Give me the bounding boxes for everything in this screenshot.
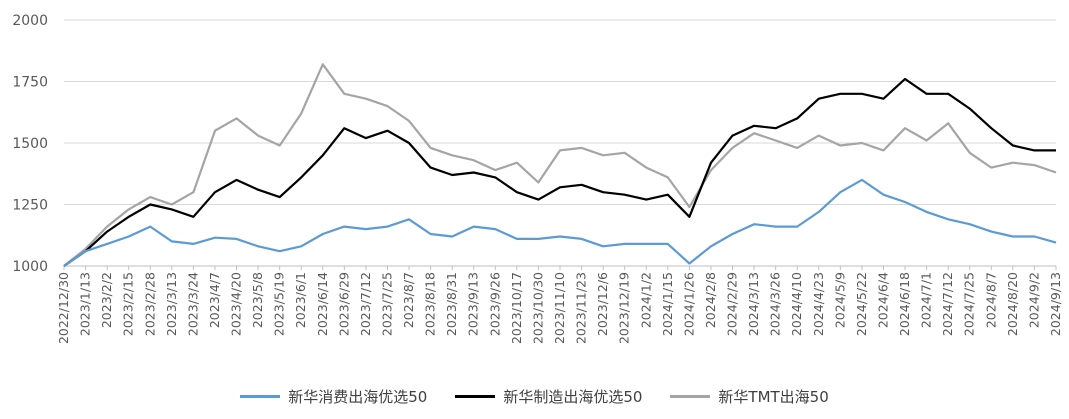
x-axis: 2022/12/30 2023/1/13 2023/2/2 2023/2/15 2023… bbox=[56, 265, 1063, 344]
x-tick-label: 2023/8/31 bbox=[444, 272, 459, 336]
y-tick-label: 1000 bbox=[12, 259, 48, 275]
x-tick-label: 2023/2/2 bbox=[99, 272, 114, 328]
x-tick-label: 2023/8/18 bbox=[423, 272, 438, 336]
legend-label-manufacturing: 新华制造出海优选50 bbox=[503, 388, 643, 406]
x-tick-label: 2024/9/13 bbox=[1048, 272, 1063, 336]
line-tmt bbox=[63, 63, 1057, 267]
gridlines bbox=[64, 19, 1056, 267]
x-tick-label: 2024/5/9 bbox=[832, 272, 847, 328]
x-tick-label: 2023/9/13 bbox=[466, 272, 481, 336]
x-tick-label: 2024/8/20 bbox=[1005, 272, 1020, 336]
line-manufacturing bbox=[63, 77, 1056, 267]
x-tick-label: 2024/2/8 bbox=[703, 272, 718, 328]
x-tick-label: 2024/1/26 bbox=[681, 272, 696, 336]
x-tick-label: 2023/3/24 bbox=[185, 272, 200, 336]
x-tick-label: 2023/4/7 bbox=[207, 272, 222, 328]
x-tick-label: 2023/5/8 bbox=[250, 272, 265, 328]
legend: 新华消费出海优选50 新华制造出海优选50 新华TMT出海50 bbox=[0, 386, 1069, 407]
x-tick-label: 2022/12/30 bbox=[56, 272, 71, 344]
y-axis: 1000 1250 1500 1750 2000 bbox=[12, 13, 48, 275]
x-tick-label: 2024/1/2 bbox=[638, 272, 653, 328]
legend-label-consumer: 新华消费出海优选50 bbox=[288, 388, 428, 406]
x-tick-label: 2024/7/25 bbox=[962, 272, 977, 336]
legend-swatch-consumer bbox=[240, 395, 281, 398]
legend-swatch-tmt bbox=[670, 395, 711, 398]
x-tick-label: 2024/6/4 bbox=[875, 272, 890, 328]
x-tick-label: 2024/4/23 bbox=[811, 272, 826, 336]
x-tick-label: 2023/7/25 bbox=[379, 272, 394, 336]
x-tick-label: 2024/5/22 bbox=[854, 272, 869, 336]
x-tick-label: 2023/2/15 bbox=[121, 272, 136, 336]
y-tick-label: 1750 bbox=[12, 75, 48, 91]
legend-item-manufacturing: 新华制造出海优选50 bbox=[455, 386, 642, 407]
line-consumer bbox=[63, 178, 1057, 267]
x-tick-label: 2023/3/13 bbox=[164, 272, 179, 336]
x-tick-label: 2023/12/6 bbox=[595, 272, 610, 336]
x-tick-label: 2023/6/1 bbox=[293, 272, 308, 328]
x-tick-label: 2023/9/26 bbox=[487, 272, 502, 336]
x-tick-label: 2023/2/28 bbox=[142, 272, 157, 336]
x-tick-label: 2023/7/12 bbox=[358, 272, 373, 336]
x-tick-label: 2023/12/19 bbox=[617, 272, 632, 344]
y-tick-label: 1250 bbox=[12, 198, 48, 214]
x-tick-label: 2024/1/15 bbox=[660, 272, 675, 336]
y-tick-label: 1500 bbox=[12, 136, 48, 152]
x-tick-label: 2023/10/17 bbox=[509, 272, 524, 344]
x-tick-label: 2023/8/7 bbox=[401, 272, 416, 328]
x-tick-label: 2023/11/23 bbox=[574, 272, 589, 344]
x-tick-label: 2024/3/26 bbox=[768, 272, 783, 336]
legend-item-tmt: 新华TMT出海50 bbox=[670, 386, 829, 407]
x-tick-label: 2023/6/14 bbox=[315, 272, 330, 336]
x-tick-label: 2024/9/2 bbox=[1026, 272, 1041, 328]
x-tick-label: 2023/10/30 bbox=[530, 272, 545, 344]
x-tick-label: 2024/8/7 bbox=[983, 272, 998, 328]
x-tick-label: 2023/6/29 bbox=[336, 272, 351, 336]
x-tick-label: 2023/1/13 bbox=[78, 272, 93, 336]
x-tick-label: 2023/4/20 bbox=[229, 272, 244, 336]
x-tick-label: 2024/7/12 bbox=[940, 272, 955, 336]
x-tick-label: 2024/7/1 bbox=[919, 272, 934, 328]
legend-swatch-manufacturing bbox=[455, 395, 496, 398]
x-tick-label: 2024/3/13 bbox=[746, 272, 761, 336]
y-tick-label: 2000 bbox=[12, 13, 48, 29]
x-tick-label: 2024/6/18 bbox=[897, 272, 912, 336]
x-tick-label: 2023/5/19 bbox=[272, 272, 287, 336]
legend-item-consumer: 新华消费出海优选50 bbox=[240, 386, 427, 407]
series-lines bbox=[63, 63, 1057, 267]
x-tick-label: 2023/11/10 bbox=[552, 272, 567, 344]
x-tick-label: 2024/4/10 bbox=[789, 272, 804, 336]
legend-label-tmt: 新华TMT出海50 bbox=[718, 388, 829, 406]
x-tick-label: 2024/2/29 bbox=[725, 272, 740, 336]
line-chart: 1000 1250 1500 1750 2000 2022/12/30 2023/1/13… bbox=[12, 13, 1063, 344]
